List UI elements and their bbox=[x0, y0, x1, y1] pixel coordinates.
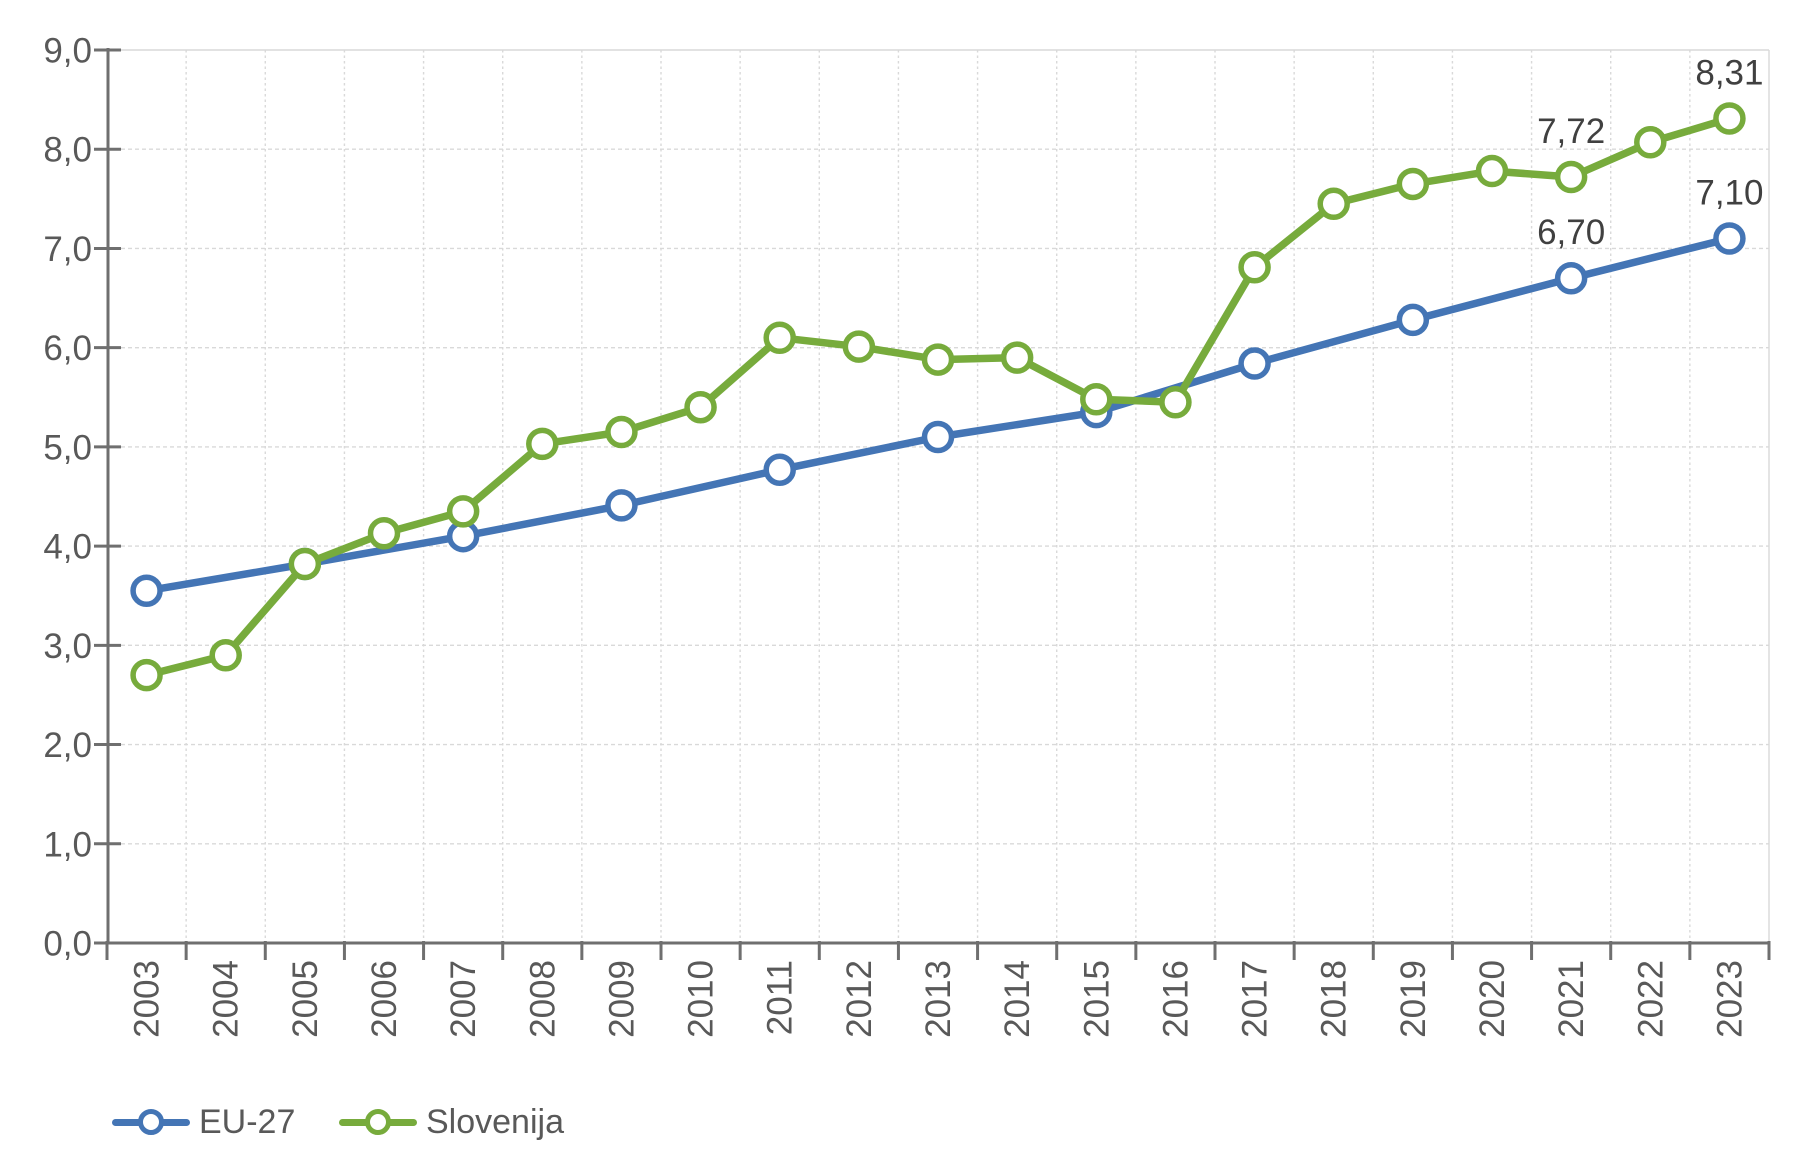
x-axis-tick-label: 2003 bbox=[128, 960, 167, 1038]
x-axis-tick-label: 2017 bbox=[1236, 960, 1275, 1038]
data-point-marker-slovenija-2014 bbox=[1000, 341, 1034, 374]
data-point-marker-slovenija-2019 bbox=[1396, 167, 1430, 201]
x-axis-tick-label: 2007 bbox=[444, 960, 483, 1038]
data-point-marker-slovenija-2009 bbox=[605, 415, 638, 449]
x-axis-tick-label: 2013 bbox=[919, 960, 958, 1038]
x-axis-tick-label: 2020 bbox=[1473, 960, 1512, 1038]
x-axis-tick-label: 2014 bbox=[998, 960, 1037, 1038]
data-point-marker-slovenija-2010 bbox=[684, 390, 717, 424]
data-point-marker-slovenija-2006 bbox=[367, 516, 401, 550]
data-point-marker-slovenija-2003 bbox=[130, 658, 163, 692]
y-axis-tick-label: 8,0 bbox=[43, 131, 92, 170]
data-point-marker-slovenija-2005 bbox=[288, 547, 322, 581]
data-point-marker-slovenija-2022 bbox=[1634, 126, 1667, 159]
data-point-marker-slovenija-2023 bbox=[1713, 102, 1746, 135]
data-point-marker-eu-27-2003 bbox=[130, 574, 163, 608]
data-point-marker-slovenija-2008 bbox=[526, 427, 559, 461]
x-axis-tick-label: 2019 bbox=[1394, 960, 1433, 1038]
y-axis-tick-label: 3,0 bbox=[43, 627, 92, 666]
x-axis-tick-label: 2004 bbox=[207, 960, 246, 1038]
y-axis-tick-label: 1,0 bbox=[43, 825, 92, 864]
data-point-marker-slovenija-2016 bbox=[1159, 385, 1192, 419]
data-point-marker-eu-27-2017 bbox=[1238, 347, 1271, 380]
legend-item-eu-27: EU-27 bbox=[112, 1101, 295, 1143]
x-axis-tick-label: 2016 bbox=[1156, 960, 1195, 1038]
data-point-marker-eu-27-2009 bbox=[605, 489, 638, 522]
legend-item-slovenija: Slovenija bbox=[339, 1101, 564, 1143]
legend-marker-icon-slovenija bbox=[365, 1109, 391, 1135]
legend: EU-27 Slovenija bbox=[0, 1101, 1811, 1143]
y-axis-tick-label: 6,0 bbox=[43, 329, 92, 368]
legend-swatch-slovenija bbox=[339, 1101, 417, 1143]
data-point-marker-eu-27-2013 bbox=[921, 420, 955, 454]
data-point-marker-slovenija-2012 bbox=[842, 330, 876, 363]
data-label: 8,31 bbox=[1695, 53, 1763, 92]
data-point-marker-eu-27-2011 bbox=[763, 453, 796, 486]
data-point-marker-eu-27-2019 bbox=[1396, 303, 1430, 337]
x-axis-tick-label: 2018 bbox=[1315, 960, 1354, 1038]
data-point-marker-eu-27-2021 bbox=[1554, 261, 1588, 295]
data-point-marker-slovenija-2011 bbox=[763, 321, 796, 354]
data-point-marker-slovenija-2007 bbox=[446, 495, 480, 528]
legend-label-slovenija: Slovenija bbox=[426, 1102, 564, 1141]
data-point-marker-slovenija-2020 bbox=[1475, 154, 1509, 188]
y-axis-tick-label: 5,0 bbox=[43, 428, 92, 467]
x-axis-tick-label: 2009 bbox=[602, 960, 641, 1038]
x-axis-tick-label: 2008 bbox=[523, 960, 562, 1038]
x-axis-tick-label: 2011 bbox=[761, 960, 800, 1035]
x-axis-tick-label: 2022 bbox=[1631, 960, 1670, 1038]
series-line-slovenija bbox=[142, 114, 1734, 679]
x-axis-tick-label: 2015 bbox=[1077, 960, 1116, 1038]
data-label: 6,70 bbox=[1537, 213, 1605, 252]
data-point-marker-slovenija-2015 bbox=[1080, 383, 1113, 416]
legend-marker-icon-eu-27 bbox=[138, 1109, 164, 1135]
x-axis-tick-label: 2005 bbox=[286, 960, 325, 1038]
legend-label-eu-27: EU-27 bbox=[199, 1102, 296, 1141]
x-axis-tick-label: 2006 bbox=[365, 960, 404, 1038]
data-point-marker-slovenija-2021 bbox=[1554, 160, 1588, 194]
data-point-marker-slovenija-2004 bbox=[209, 639, 242, 672]
x-axis-tick-label: 2012 bbox=[840, 960, 879, 1038]
data-point-marker-slovenija-2013 bbox=[921, 343, 955, 376]
legend-swatch-eu-27 bbox=[112, 1101, 190, 1143]
x-axis-tick-label: 2023 bbox=[1710, 960, 1749, 1038]
data-point-marker-eu-27-2023 bbox=[1713, 222, 1746, 255]
data-label: 7,10 bbox=[1695, 174, 1763, 213]
data-point-marker-slovenija-2018 bbox=[1317, 187, 1350, 221]
x-axis-tick-label: 2010 bbox=[682, 960, 721, 1038]
y-axis-tick-label: 4,0 bbox=[43, 528, 92, 567]
y-axis-tick-label: 9,0 bbox=[43, 32, 92, 71]
data-point-marker-slovenija-2017 bbox=[1238, 251, 1271, 284]
y-axis-tick-label: 2,0 bbox=[43, 726, 92, 765]
data-label: 7,72 bbox=[1537, 112, 1605, 151]
y-axis-tick-label: 7,0 bbox=[43, 230, 92, 269]
y-axis-tick-label: 0,0 bbox=[43, 925, 92, 964]
x-axis-tick-label: 2021 bbox=[1552, 960, 1591, 1038]
